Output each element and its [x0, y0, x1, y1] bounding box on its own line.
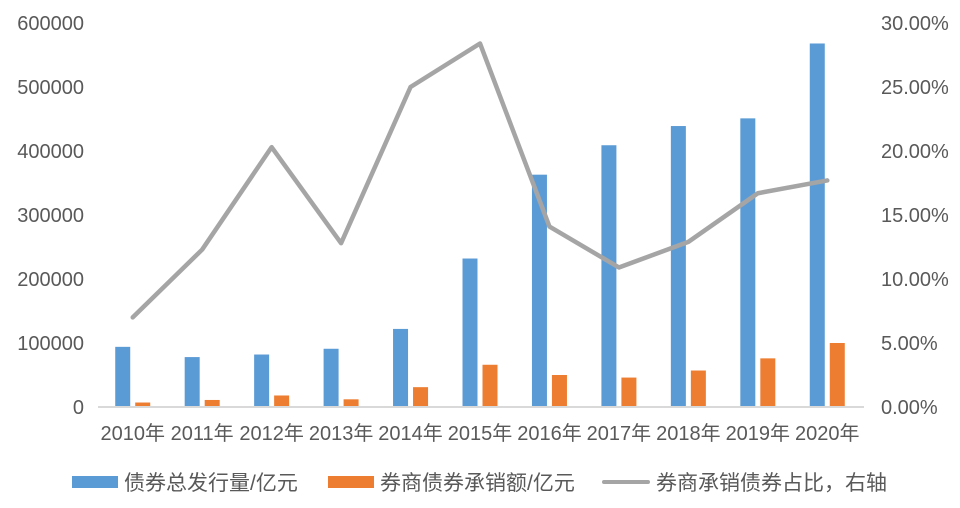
left-axis-tick-label: 400000	[17, 141, 84, 163]
bar-bond-total-issuance	[393, 328, 409, 407]
bar-bond-total-issuance	[184, 357, 200, 407]
right-axis-tick-label: 0.00%	[881, 397, 938, 419]
left-axis-tick-label: 0	[73, 397, 84, 419]
x-axis-category-label: 2019年	[726, 422, 791, 445]
right-axis-tick-label: 15.00%	[881, 205, 949, 227]
legend-label-bond-total-issuance: 债券总发行量/亿元	[124, 472, 298, 495]
bar-broker-underwriting-amount	[482, 364, 498, 407]
bar-broker-underwriting-amount	[760, 358, 776, 407]
legend-swatch-blue-bar-icon	[72, 476, 118, 488]
bar-bond-total-issuance	[601, 145, 617, 408]
bar-broker-underwriting-amount	[135, 402, 151, 407]
x-axis-category-label: 2020年	[795, 422, 860, 445]
x-axis-category-label: 2010年	[100, 422, 165, 445]
right-axis-tick-label: 25.00%	[881, 77, 949, 99]
legend-item-broker-underwriting-amount: 券商债券承销额/亿元	[328, 468, 575, 496]
x-axis-category-label: 2018年	[656, 422, 721, 445]
left-axis-tick-label: 600000	[17, 13, 84, 35]
bar-bond-total-issuance	[115, 346, 131, 407]
bar-bond-total-issuance	[254, 354, 270, 407]
legend-item-bond-total-issuance: 债券总发行量/亿元	[72, 468, 298, 496]
right-axis-tick-label: 5.00%	[881, 333, 938, 355]
legend-swatch-orange-bar-icon	[328, 476, 374, 488]
left-axis-tick-label: 100000	[17, 333, 84, 355]
left-axis-tick-label: 200000	[17, 269, 84, 291]
underwriting-ratio-line	[130, 41, 830, 320]
left-axis-tick-label: 300000	[17, 205, 84, 227]
x-axis-category-label: 2013年	[309, 422, 374, 445]
x-axis-category-label: 2011年	[171, 422, 234, 445]
x-axis-category-label: 2017年	[587, 422, 652, 445]
bar-broker-underwriting-amount	[551, 375, 567, 407]
x-axis-category-label: 2014年	[378, 422, 443, 445]
bar-broker-underwriting-amount	[274, 395, 290, 407]
bar-bond-total-issuance	[323, 348, 339, 407]
bar-bond-total-issuance	[531, 174, 547, 407]
bar-bond-total-issuance	[462, 258, 478, 407]
x-axis-category-label: 2015年	[448, 422, 513, 445]
bar-broker-underwriting-amount	[343, 399, 359, 407]
legend-label-broker-underwriting-amount: 券商债券承销额/亿元	[380, 472, 575, 495]
legend-item-underwriting-ratio: 券商承销债券占比，右轴	[602, 468, 887, 496]
bar-broker-underwriting-amount	[204, 399, 220, 407]
right-axis-tick-label: 10.00%	[881, 269, 949, 291]
right-axis-tick-label: 20.00%	[881, 141, 949, 163]
bar-broker-underwriting-amount	[413, 387, 429, 407]
bar-bond-total-issuance	[809, 43, 825, 407]
legend-swatch-gray-line-icon	[602, 479, 650, 485]
legend-label-underwriting-ratio: 券商承销债券占比，右轴	[656, 472, 887, 495]
combo-chart-canvas: 0 100000 200000 300000 400000 500000 600000 0.0…	[17, 13, 949, 445]
right-axis-tick-label: 30.00%	[881, 13, 949, 35]
bar-broker-underwriting-amount	[829, 343, 845, 407]
x-axis-category-label: 2012年	[239, 422, 304, 445]
left-axis-tick-label: 500000	[17, 77, 84, 99]
x-axis-category-label: 2016年	[517, 422, 582, 445]
bar-bond-total-issuance	[670, 126, 686, 407]
bar-bond-total-issuance	[740, 118, 756, 408]
bar-broker-underwriting-amount	[690, 370, 706, 407]
bar-broker-underwriting-amount	[621, 377, 637, 407]
